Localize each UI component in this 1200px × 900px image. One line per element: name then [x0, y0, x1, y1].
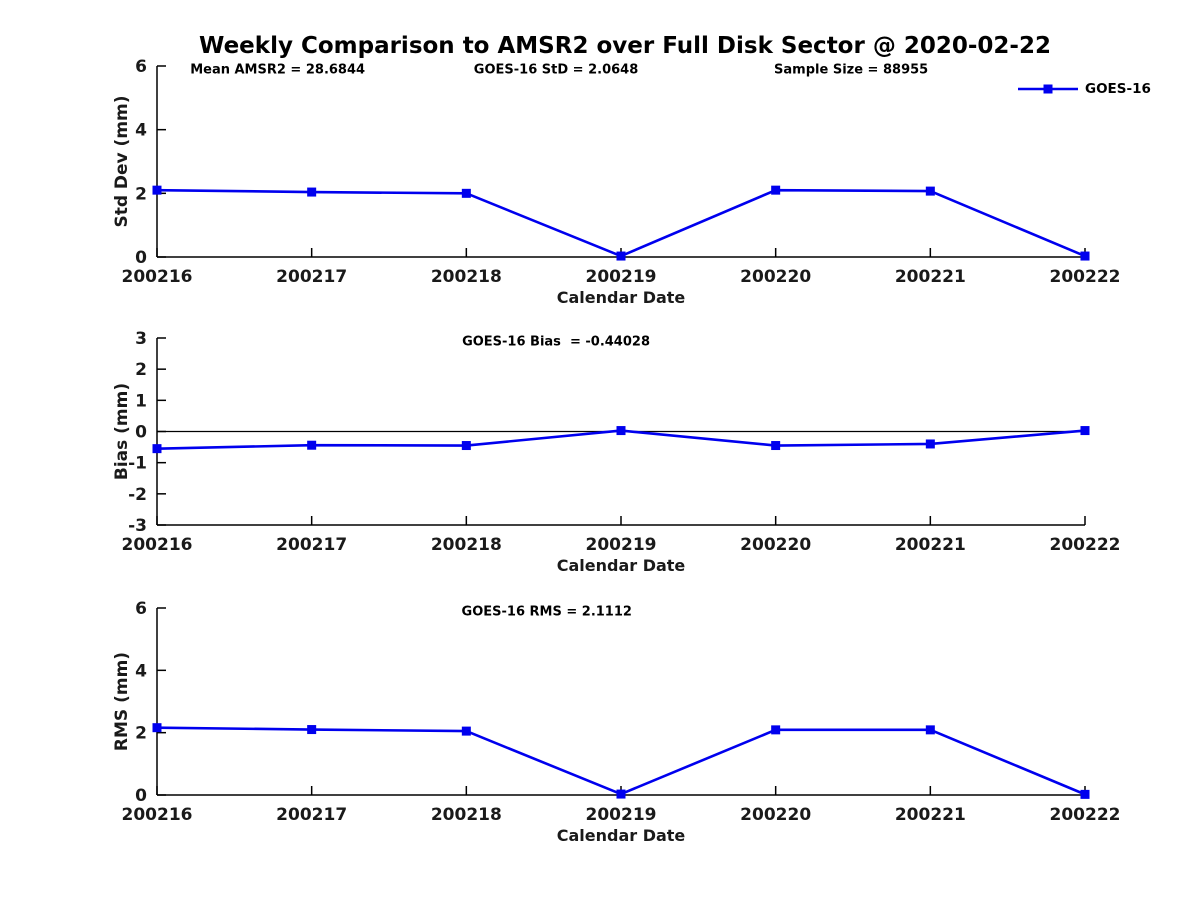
- goes-16-series-line: [156, 726, 1086, 796]
- y-tick-label: 4: [135, 121, 147, 141]
- data-point-marker: [1080, 789, 1090, 799]
- y-tick-label: 4: [135, 661, 147, 681]
- data-point-marker: [152, 185, 162, 195]
- figure-title: Weekly Comparison to AMSR2 over Full Dis…: [199, 33, 1051, 59]
- data-point-marker: [771, 441, 781, 451]
- legend-marker: [1043, 84, 1053, 94]
- y-tick-label: 2: [135, 724, 147, 744]
- data-point-marker: [307, 725, 317, 735]
- bias-chart: -3 -2 -1 0 1 2 3 200216 200217 200218 200219 200220…: [112, 329, 1120, 575]
- x-tick-label: 200218: [431, 267, 502, 287]
- y-axis-title: RMS (mm): [112, 652, 132, 751]
- data-point-marker: [925, 186, 935, 196]
- data-point-marker: [307, 440, 317, 450]
- x-tick-label: 200217: [276, 805, 347, 825]
- data-point-marker: [616, 426, 626, 436]
- x-tick-label: 200216: [122, 535, 193, 555]
- data-point-marker: [1080, 251, 1090, 261]
- x-tick-label: 200219: [586, 267, 657, 287]
- data-point-marker: [152, 723, 162, 733]
- data-point-marker: [461, 188, 471, 198]
- x-tick-label: 200221: [895, 535, 966, 555]
- x-tick-label: 200222: [1050, 535, 1121, 555]
- x-tick-label: 200221: [895, 805, 966, 825]
- y-axis-title: Std Dev (mm): [112, 95, 132, 227]
- data-point-marker: [152, 444, 162, 454]
- annotation-text: Sample Size = 88955: [774, 63, 928, 78]
- x-tick-label: 200220: [740, 535, 811, 555]
- legend: GOES-16: [1018, 81, 1151, 97]
- x-tick-label: 200218: [431, 535, 502, 555]
- x-tick-label: 200216: [122, 805, 193, 825]
- y-tick-label: 6: [135, 599, 147, 619]
- x-tick-label: 200219: [586, 535, 657, 555]
- x-tick-label: 200221: [895, 267, 966, 287]
- x-tick-label: 200217: [276, 535, 347, 555]
- annotation-text: GOES-16 RMS = 2.1112: [462, 605, 632, 620]
- x-axis-title: Calendar Date: [557, 826, 686, 845]
- data-point-marker: [925, 439, 935, 449]
- data-point-marker: [925, 725, 935, 735]
- y-tick-label: 2: [135, 184, 147, 204]
- x-tick-label: 200218: [431, 805, 502, 825]
- y-tick-label: 3: [135, 329, 147, 349]
- x-tick-label: 200222: [1050, 267, 1121, 287]
- annotation-text: Mean AMSR2 = 28.6844: [190, 63, 365, 78]
- rms-chart: 0 2 4 6 200216 200217 200218 200219 200220 200221…: [112, 599, 1120, 845]
- data-point-marker: [616, 251, 626, 261]
- y-tick-label: -1: [128, 454, 147, 474]
- x-tick-label: 200220: [740, 267, 811, 287]
- annotation-text: GOES-16 Bias = -0.44028: [462, 335, 650, 350]
- x-tick-label: 200220: [740, 805, 811, 825]
- data-point-marker: [307, 187, 317, 197]
- x-axis-title: Calendar Date: [557, 556, 686, 575]
- data-point-marker: [461, 441, 471, 451]
- std-dev-chart: 0 2 4 6 200216 200217 200218 200219 200220 200221…: [112, 57, 1151, 307]
- x-axis-title: Calendar Date: [557, 288, 686, 307]
- data-point-marker: [771, 185, 781, 195]
- data-point-marker: [771, 725, 781, 735]
- goes-16-series-line: [156, 188, 1086, 258]
- y-tick-label: -3: [128, 516, 147, 536]
- annotation-text: GOES-16 StD = 2.0648: [474, 63, 638, 78]
- data-point-marker: [616, 789, 626, 799]
- x-tick-label: 200216: [122, 267, 193, 287]
- x-tick-label: 200217: [276, 267, 347, 287]
- y-tick-label: 0: [135, 786, 147, 806]
- y-tick-label: 0: [135, 248, 147, 268]
- y-tick-label: 0: [135, 423, 147, 443]
- y-tick-label: -2: [128, 485, 147, 505]
- x-tick-label: 200219: [586, 805, 657, 825]
- y-tick-label: 2: [135, 360, 147, 380]
- data-point-marker: [1080, 426, 1090, 436]
- y-axis-title: Bias (mm): [112, 383, 132, 480]
- y-tick-label: 6: [135, 57, 147, 77]
- data-point-marker: [461, 726, 471, 736]
- y-tick-label: 1: [135, 391, 147, 411]
- legend-label: GOES-16: [1085, 81, 1151, 97]
- x-tick-label: 200222: [1050, 805, 1121, 825]
